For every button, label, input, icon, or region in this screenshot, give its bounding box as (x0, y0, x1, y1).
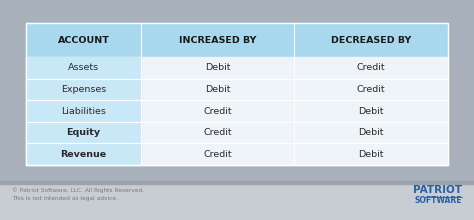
Text: DECREASED BY: DECREASED BY (331, 36, 411, 45)
Bar (26, 57, 141, 79)
Text: Liabilities: Liabilities (61, 107, 106, 116)
Bar (26, 100, 141, 122)
Bar (26, 122, 141, 143)
Bar (26, 23, 448, 165)
Text: Expenses: Expenses (61, 85, 106, 94)
Text: ACCOUNT: ACCOUNT (57, 36, 109, 45)
Bar (26, 79, 141, 100)
Bar (0, 182, 474, 184)
Bar (26, 143, 448, 165)
Bar (26, 143, 141, 165)
Text: INCREASED BY: INCREASED BY (179, 36, 256, 45)
Bar (26, 100, 448, 122)
Text: SOFTWARE: SOFTWARE (415, 196, 462, 205)
Text: Credit: Credit (357, 85, 385, 94)
Text: Debit: Debit (358, 128, 384, 137)
Bar (26, 79, 448, 100)
Text: Credit: Credit (203, 150, 232, 159)
Text: Assets: Assets (68, 64, 99, 72)
Text: PATRIOT: PATRIOT (413, 185, 462, 195)
Text: Debit: Debit (358, 150, 384, 159)
Bar (26, 57, 448, 79)
Text: Credit: Credit (203, 107, 232, 116)
Text: Credit: Credit (357, 64, 385, 72)
Text: Debit: Debit (358, 107, 384, 116)
Bar (26, 122, 448, 143)
Text: Equity: Equity (66, 128, 100, 137)
Text: © Patriot Software, LLC. All Rights Reserved.: © Patriot Software, LLC. All Rights Rese… (12, 187, 144, 193)
Bar (0, 182, 474, 220)
Text: Debit: Debit (205, 85, 230, 94)
Text: Debit: Debit (205, 64, 230, 72)
Bar (26, 23, 448, 57)
Text: Revenue: Revenue (60, 150, 107, 159)
Text: This is not intended as legal advice.: This is not intended as legal advice. (12, 196, 118, 201)
Text: Credit: Credit (203, 128, 232, 137)
